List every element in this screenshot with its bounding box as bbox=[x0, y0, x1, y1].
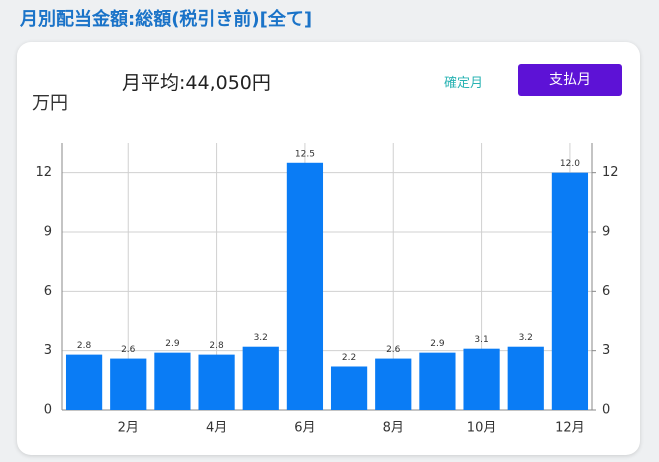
y2-tick-label: 9 bbox=[602, 225, 610, 240]
bar bbox=[110, 358, 147, 410]
bar bbox=[419, 352, 456, 410]
value-label: 2.8 bbox=[77, 341, 92, 351]
y2-tick-label: 12 bbox=[602, 165, 619, 180]
bar bbox=[154, 352, 191, 410]
value-label: 3.2 bbox=[254, 333, 268, 343]
value-label: 2.6 bbox=[386, 345, 401, 355]
confirmed-button[interactable]: 確定月 bbox=[444, 76, 484, 91]
value-label: 2.9 bbox=[430, 339, 445, 349]
y-tick-label: 3 bbox=[44, 343, 52, 358]
bar bbox=[330, 366, 368, 410]
value-label: 3.1 bbox=[474, 335, 488, 345]
bar bbox=[198, 354, 235, 410]
bar bbox=[375, 358, 412, 410]
value-label: 2.2 bbox=[342, 353, 356, 363]
y-tick-label: 12 bbox=[35, 165, 52, 180]
bar bbox=[286, 162, 324, 410]
y-tick-label: 0 bbox=[44, 403, 52, 418]
value-label: 12.0 bbox=[560, 159, 580, 169]
y2-tick-label: 0 bbox=[602, 403, 610, 418]
bar bbox=[551, 172, 589, 410]
bar bbox=[463, 348, 500, 410]
x-tick-label: 8月 bbox=[383, 421, 404, 436]
y2-tick-label: 6 bbox=[602, 284, 610, 299]
y2-tick-label: 3 bbox=[602, 343, 610, 358]
x-tick-label: 4月 bbox=[206, 421, 227, 436]
value-label: 2.8 bbox=[209, 341, 224, 351]
x-tick-label: 10月 bbox=[467, 421, 497, 436]
y-axis-label: 万円 bbox=[32, 93, 68, 114]
value-label: 2.9 bbox=[165, 339, 180, 349]
value-label: 12.5 bbox=[295, 149, 315, 159]
x-tick-label: 6月 bbox=[294, 421, 315, 436]
x-tick-label: 12月 bbox=[555, 421, 585, 436]
value-label: 2.6 bbox=[121, 345, 136, 355]
page-title: 月別配当金額:総額(税引き前)[全て] bbox=[20, 9, 313, 30]
value-label: 3.2 bbox=[519, 333, 533, 343]
paid-button[interactable]: 支払月 bbox=[518, 64, 622, 96]
bar bbox=[507, 346, 544, 410]
y-tick-label: 6 bbox=[44, 284, 52, 299]
bar bbox=[242, 346, 279, 410]
x-tick-label: 2月 bbox=[118, 421, 139, 436]
y-tick-label: 9 bbox=[44, 225, 52, 240]
bar bbox=[65, 354, 103, 410]
average: 月平均:44,050円 bbox=[122, 72, 271, 94]
